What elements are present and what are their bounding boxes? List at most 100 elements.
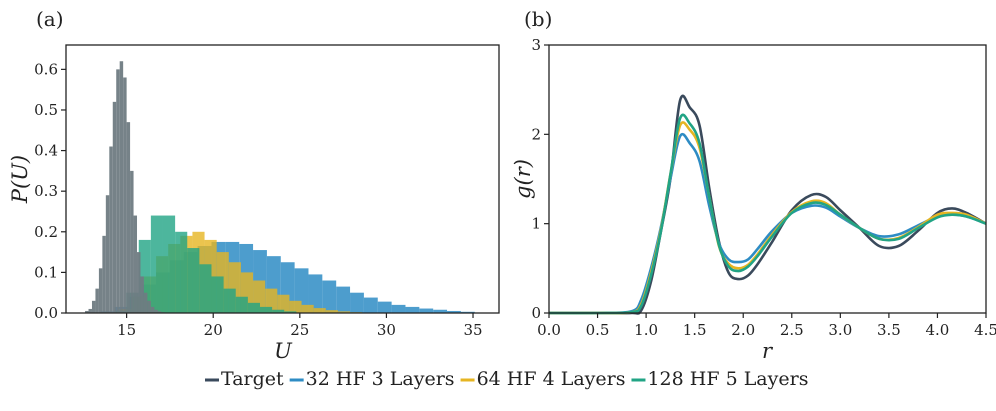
hist-bar — [322, 280, 337, 313]
hist-bar — [277, 294, 290, 313]
hist-bar — [223, 288, 236, 313]
hist-bar — [157, 311, 162, 313]
hist-bar — [150, 215, 163, 313]
panel-b-label: (b) — [524, 7, 552, 31]
hist-bar — [289, 300, 302, 313]
hist-bar — [175, 231, 188, 313]
panel-b: (b) 0.0 0.5 1.0 1.5 2.0 2.5 3.0 3.5 4.0 4.5 0123 … — [511, 7, 996, 363]
hist-bar — [211, 276, 224, 313]
y-tick-label: 0.6 — [34, 60, 58, 78]
x-axis-title-a: U — [274, 339, 293, 363]
hist-bar — [391, 304, 406, 313]
hist-bar — [112, 101, 117, 314]
series-target — [85, 61, 165, 314]
y-axis-title-a: P(U) — [8, 155, 32, 204]
line-target — [549, 94, 987, 315]
y-tick-label: 0.4 — [34, 142, 58, 160]
hist-bar — [98, 268, 103, 313]
y-axis-title-b: g(r) — [511, 159, 535, 199]
hist-bar — [405, 306, 420, 313]
hist-bar — [377, 301, 392, 313]
hist-bar — [313, 308, 326, 313]
hist-bar — [235, 296, 248, 313]
hist-bar — [336, 286, 351, 313]
hist-bar — [259, 306, 273, 313]
hist-bar — [325, 310, 338, 313]
legend-item-64-hf-4-layers: 64 HF 4 Layers — [460, 368, 626, 390]
hist-bar — [147, 300, 151, 313]
hist-bar — [126, 122, 131, 313]
hist-bar — [199, 264, 212, 313]
x-tick-label: 35 — [463, 321, 482, 339]
x-ticks-b: 0.0 0.5 1.0 1.5 2.0 2.5 3.0 3.5 4.0 4.5 — [537, 313, 996, 339]
hist-bar — [91, 300, 96, 313]
plot-a-frame — [65, 44, 500, 314]
line-32-hf-3-layers — [548, 132, 987, 315]
hist-bar — [247, 302, 260, 313]
hist-bar — [162, 215, 176, 313]
legend-label: 128 HF 5 Layers — [647, 368, 808, 390]
y-ticks-a: 0.0 0.1 0.2 0.3 0.4 0.5 0.6 — [34, 60, 66, 322]
y-tick-label: 0.5 — [34, 101, 58, 119]
hist-bar — [109, 146, 113, 313]
x-tick-label: 3.5 — [877, 321, 901, 339]
hist-bar — [88, 308, 92, 313]
x-tick-label: 30 — [377, 321, 396, 339]
hist-bar — [447, 310, 461, 313]
x-tick-label: 0.5 — [586, 321, 610, 339]
y-tick-label: 0.0 — [34, 304, 58, 322]
x-tick-label: 4.5 — [974, 321, 996, 339]
rdf-lines — [548, 94, 987, 315]
hist-bar — [119, 61, 124, 313]
legend-item-32-hf-3-layers: 32 HF 3 Layers — [289, 368, 455, 390]
legend-label: 32 HF 3 Layers — [306, 368, 455, 390]
legend: Target 32 HF 3 Layers 64 HF 4 Layers 128 HF… — [205, 368, 808, 390]
histogram-bars — [85, 61, 475, 314]
x-tick-label: 4.0 — [926, 321, 950, 339]
hist-bar — [150, 306, 155, 313]
plot-b-frame — [548, 44, 987, 314]
hist-bar — [140, 276, 144, 313]
x-tick-label: 2.0 — [731, 321, 755, 339]
hist-bar — [284, 311, 297, 313]
panel-a: (a) 15 20 25 30 35 0.0 0.1 0.2 0.3 0.4 0.5 0.6 U P… — [8, 7, 500, 363]
y-tick-label: 2 — [531, 125, 541, 143]
hist-bar — [433, 309, 448, 313]
x-tick-label: 1.5 — [683, 321, 707, 339]
hist-bar — [154, 309, 158, 313]
legend-label: Target — [221, 368, 284, 390]
x-tick-label: 0.0 — [537, 321, 561, 339]
y-tick-label: 0 — [531, 304, 541, 322]
hist-bar — [95, 288, 99, 313]
hist-bar — [143, 292, 148, 313]
x-ticks-a: 15 20 25 30 35 — [117, 313, 483, 339]
hist-bar — [123, 77, 127, 313]
line-64-hf-4-layers — [548, 121, 987, 315]
hist-bar — [137, 252, 141, 313]
hist-bar — [130, 170, 134, 313]
hist-bar — [337, 311, 351, 313]
hist-bar — [350, 292, 364, 313]
line-128-hf-5-layers — [548, 113, 987, 315]
hist-bar — [187, 248, 200, 313]
hist-bar — [308, 274, 323, 313]
x-tick-label: 20 — [204, 321, 223, 339]
legend-item-128-hf-5-layers: 128 HF 5 Layers — [631, 368, 808, 390]
x-tick-label: 1.0 — [634, 321, 658, 339]
hist-bar — [85, 310, 89, 313]
x-tick-label: 25 — [290, 321, 309, 339]
y-ticks-b: 0 1 2 3 — [531, 36, 549, 322]
y-tick-label: 0.2 — [34, 223, 58, 241]
x-axis-title-b: r — [762, 339, 774, 363]
hist-bar — [105, 195, 110, 313]
hist-bar — [301, 304, 314, 313]
y-tick-label: 1 — [531, 215, 541, 233]
y-tick-label: 0.3 — [34, 182, 58, 200]
panel-a-label: (a) — [36, 7, 64, 31]
y-tick-label: 0.1 — [34, 263, 58, 281]
hist-bar — [133, 215, 138, 313]
legend-label: 64 HF 4 Layers — [477, 368, 626, 390]
y-tick-label: 3 — [531, 36, 541, 54]
hist-bar — [116, 69, 120, 313]
